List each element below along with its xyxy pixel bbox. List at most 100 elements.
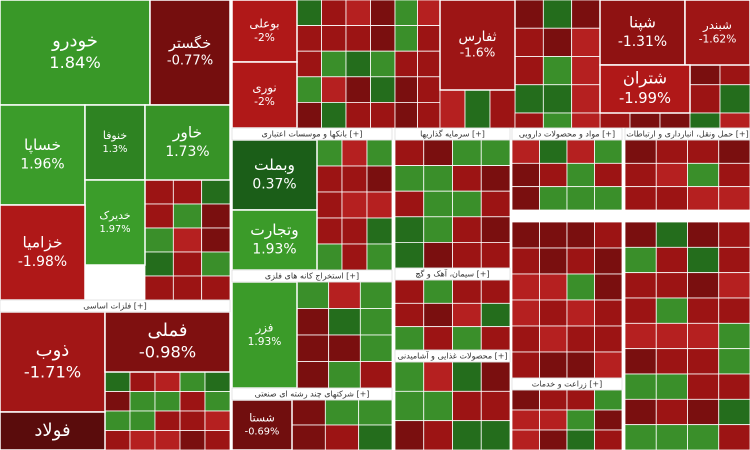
tile (394, 190, 425, 218)
tile (394, 139, 425, 167)
tile (452, 302, 482, 328)
tile (718, 162, 750, 188)
tile (624, 373, 657, 400)
tile (624, 398, 657, 426)
tile (511, 273, 540, 301)
tile (231, 281, 298, 389)
tile (687, 322, 720, 350)
tile (594, 247, 623, 275)
tile (345, 25, 371, 52)
tile (204, 430, 231, 450)
tile (452, 190, 482, 218)
tile (659, 112, 691, 129)
tile (423, 165, 453, 192)
tile (594, 351, 623, 379)
tile (539, 299, 568, 327)
tile (366, 217, 393, 245)
tile (571, 112, 601, 129)
tile (511, 186, 540, 211)
tile (480, 390, 511, 422)
tile-value: -1.71% (24, 362, 81, 381)
tile (296, 0, 322, 27)
tile (394, 25, 418, 52)
tile (370, 76, 396, 103)
tile (394, 0, 418, 27)
tile (687, 373, 720, 400)
group-header (624, 127, 750, 141)
tile (480, 302, 511, 328)
tile-label: خنوفا (103, 129, 127, 142)
tile-value: 1.93% (248, 335, 282, 348)
tile (144, 203, 174, 229)
tile (514, 84, 544, 114)
tile-value: -0.98% (139, 342, 196, 361)
tile (328, 281, 361, 309)
tile (394, 390, 425, 422)
tile (201, 275, 231, 301)
tile (480, 326, 511, 351)
tile (655, 398, 688, 426)
tile-label: خدیرک (99, 209, 130, 222)
tile (511, 409, 540, 431)
group-header (394, 349, 511, 363)
tile (341, 165, 368, 193)
tile (687, 186, 720, 211)
tile (452, 420, 482, 450)
tile (566, 389, 595, 411)
tile (149, 0, 231, 106)
tile (84, 104, 146, 181)
tile-label: بوعلی (249, 16, 279, 31)
tile (566, 273, 595, 301)
tile (291, 424, 326, 450)
tile (594, 273, 623, 301)
tile (566, 162, 595, 188)
tile (511, 221, 540, 249)
tile (452, 139, 482, 167)
tile (366, 139, 393, 167)
tile (417, 102, 441, 129)
tile (539, 162, 568, 188)
tile (594, 429, 623, 450)
tile (417, 0, 441, 27)
tile (655, 348, 688, 375)
tile (328, 308, 361, 336)
tile (366, 191, 393, 219)
tile (599, 112, 631, 129)
tile (452, 390, 482, 422)
tile (341, 191, 368, 219)
tile (718, 373, 750, 400)
group-title: حمل ونقل، انبارداری و ارتباطات [+] (626, 130, 749, 139)
tile (366, 165, 393, 193)
group-title: فلزات اساسی [+] (83, 302, 146, 311)
tile (594, 389, 623, 411)
tile (718, 221, 750, 248)
tile (452, 326, 482, 351)
group-title: زراعت و خدمات [+] (532, 380, 602, 389)
tile (719, 112, 750, 129)
group-header (231, 387, 393, 401)
tile (566, 186, 595, 211)
tile (104, 410, 131, 431)
group-header (394, 267, 511, 281)
group-header (394, 127, 511, 141)
tile (129, 430, 156, 450)
tile (296, 281, 330, 309)
tile (514, 56, 544, 86)
tile (511, 389, 540, 411)
tile-label: ثفارس (458, 29, 496, 45)
tile-label: نوری (252, 80, 276, 95)
tile-value: 1.3% (103, 144, 128, 155)
tile (394, 76, 418, 103)
tile (566, 247, 595, 275)
tile (571, 0, 601, 29)
tile (566, 139, 595, 164)
group-title: شرکتهای چند رشته ای صنعتی [+] (255, 390, 370, 399)
tile (655, 373, 688, 400)
tile (594, 325, 623, 353)
tile (480, 241, 511, 269)
tile (624, 348, 657, 375)
tile (172, 251, 203, 277)
tile (423, 279, 453, 304)
tile (296, 50, 322, 78)
